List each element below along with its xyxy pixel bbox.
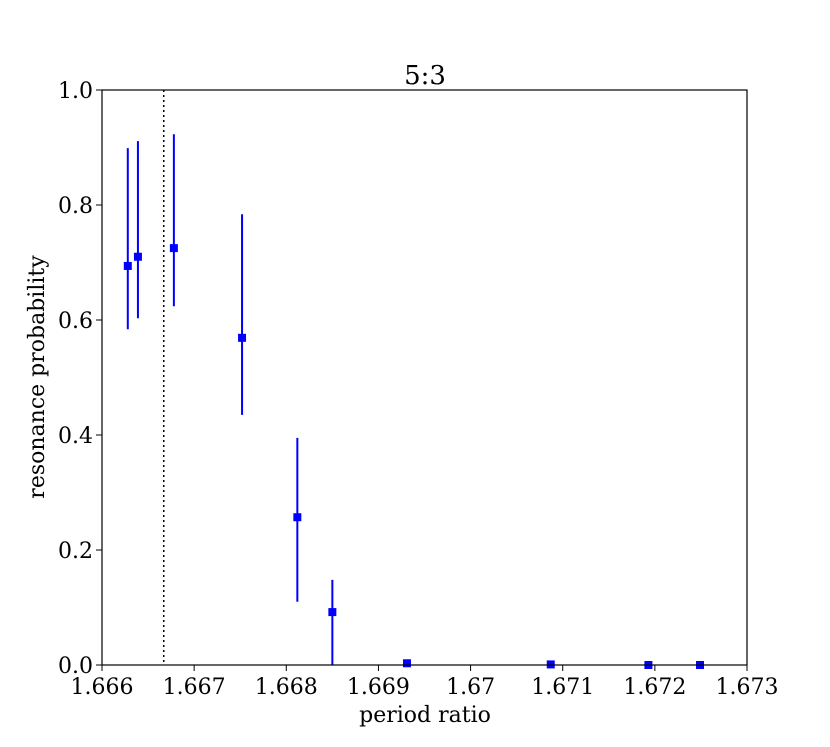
marker — [402, 659, 411, 668]
x-tick-label: 1.668 — [255, 675, 318, 700]
x-tick-label: 1.666 — [71, 675, 134, 700]
y-tick-label: 0.0 — [58, 654, 93, 679]
x-tick-label: 1.669 — [347, 675, 410, 700]
chart-title: 5:3 — [404, 61, 446, 91]
y-tick-label: 0.2 — [58, 539, 93, 564]
x-axis-label: period ratio — [359, 703, 491, 728]
y-tick-label: 0.8 — [58, 194, 93, 219]
marker — [328, 608, 337, 617]
marker — [238, 333, 247, 342]
y-tick-label: 0.6 — [58, 309, 93, 334]
x-tick-label: 1.67 — [446, 675, 495, 700]
marker — [133, 252, 142, 261]
x-tick-label: 1.672 — [623, 675, 686, 700]
y-tick-label: 0.4 — [58, 424, 93, 449]
plot-frame — [101, 89, 748, 666]
marker — [293, 513, 302, 522]
x-tick-label: 1.667 — [163, 675, 226, 700]
marker — [123, 261, 132, 270]
y-axis-label: resonance probability — [25, 255, 50, 499]
marker — [169, 244, 178, 253]
x-tick-label: 1.673 — [716, 675, 779, 700]
x-tick-label: 1.671 — [531, 675, 594, 700]
y-tick-label: 1.0 — [58, 79, 93, 104]
